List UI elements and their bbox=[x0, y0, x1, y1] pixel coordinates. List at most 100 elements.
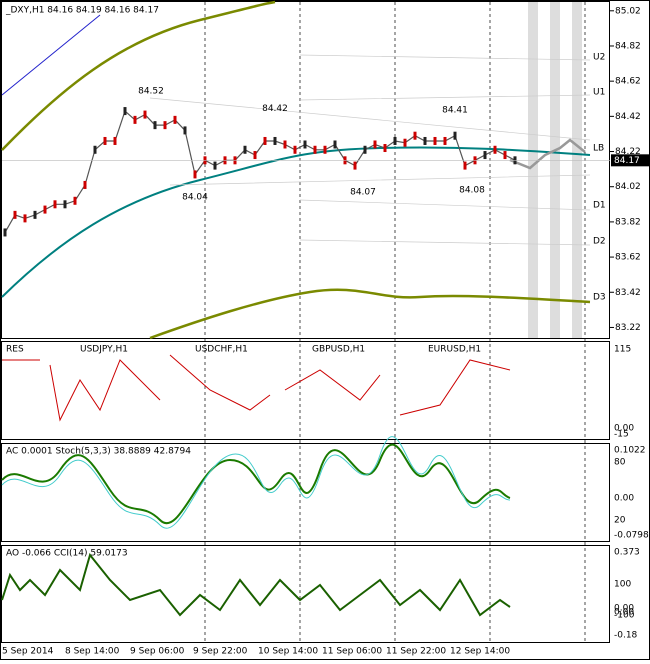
price-annotation: 84.08 bbox=[459, 186, 485, 196]
y-tick-label: 84.62 bbox=[615, 77, 641, 87]
price-bar bbox=[273, 136, 277, 145]
price-annotation: 84.04 bbox=[182, 193, 208, 203]
price-bar bbox=[263, 136, 267, 145]
y-tick-label: 84.22 bbox=[615, 147, 641, 157]
price-bar bbox=[493, 145, 497, 154]
y-tick-label: 83.42 bbox=[615, 288, 641, 298]
price-bar bbox=[93, 145, 97, 154]
price-bar bbox=[503, 151, 507, 160]
price-bar bbox=[113, 136, 117, 145]
price-bar bbox=[453, 131, 457, 140]
x-label: 8 Sep 14:00 bbox=[65, 647, 120, 657]
price-bar bbox=[303, 140, 307, 149]
price-annotation: 84.07 bbox=[350, 187, 376, 197]
price-bar bbox=[183, 126, 187, 135]
price-bar bbox=[443, 136, 447, 145]
price-bar bbox=[23, 214, 27, 223]
pane-axis-label: 20 bbox=[614, 516, 626, 526]
x-label: 11 Sep 06:00 bbox=[322, 647, 382, 657]
level-label: U2 bbox=[593, 53, 605, 63]
header: _DXY,H1 84.16 84.19 84.16 84.17 bbox=[5, 6, 159, 16]
price-annotation: 84.42 bbox=[262, 104, 288, 114]
y-tick-label: 84.82 bbox=[615, 41, 641, 51]
pane-title: USDCHF,H1 bbox=[195, 345, 248, 355]
price-bar bbox=[393, 136, 397, 145]
pane-title: AC 0.0001 Stoch(5,3,3) 38.8889 42.8794 bbox=[6, 447, 191, 457]
price-bar bbox=[193, 170, 197, 179]
price-bar bbox=[53, 200, 57, 209]
price-bar bbox=[363, 145, 367, 154]
price-bar bbox=[373, 140, 377, 149]
pane-title: USDJPY,H1 bbox=[80, 345, 128, 355]
price-bar bbox=[413, 131, 417, 140]
price-bar bbox=[243, 145, 247, 154]
pane-axis-label: 0.1022 bbox=[614, 446, 646, 456]
pane-axis-label: 115 bbox=[614, 345, 631, 355]
pane-axis-label: -0.0798 bbox=[614, 531, 649, 541]
price-bar bbox=[313, 145, 317, 154]
time-dividers bbox=[204, 2, 586, 643]
price-bar bbox=[253, 151, 257, 160]
price-bar bbox=[173, 115, 177, 124]
price-bar bbox=[3, 228, 7, 237]
pane-axis-label: -15 bbox=[614, 430, 629, 440]
price-bar bbox=[283, 140, 287, 149]
pane-axis-label: 100 bbox=[614, 580, 631, 590]
price-bar bbox=[153, 121, 157, 130]
x-label: 9 Sep 22:00 bbox=[193, 647, 248, 657]
y-tick-label: 84.42 bbox=[615, 112, 641, 122]
pane-axis-label: 0.373 bbox=[614, 548, 640, 558]
price-annotation: 84.52 bbox=[138, 86, 164, 96]
y-tick-label: 84.02 bbox=[615, 182, 641, 192]
pane-title: EURUSD,H1 bbox=[428, 345, 481, 355]
price-bar bbox=[483, 151, 487, 160]
price-bar bbox=[123, 107, 127, 116]
pane-axis-label: -100 bbox=[614, 611, 635, 621]
x-label: 9 Sep 06:00 bbox=[130, 647, 185, 657]
pane-axis-label: -0.18 bbox=[614, 631, 638, 641]
pane-title: RES bbox=[6, 345, 24, 355]
price-bar bbox=[463, 161, 467, 170]
price-bar bbox=[433, 136, 437, 145]
indicator-lines bbox=[1, 354, 511, 617]
price-bar bbox=[383, 144, 387, 153]
price-annotation: 84.41 bbox=[442, 106, 468, 116]
pane-title: AO -0.066 CCI(14) 59.0173 bbox=[6, 549, 128, 559]
level-label: D1 bbox=[593, 201, 606, 211]
price-bar bbox=[143, 110, 147, 119]
last-price-label: 84.17 bbox=[614, 156, 640, 166]
y-tick-label: 83.22 bbox=[615, 323, 641, 333]
price-bar bbox=[73, 196, 77, 205]
price-bar bbox=[213, 161, 217, 170]
price-bar bbox=[333, 140, 337, 149]
price-bar bbox=[293, 145, 297, 154]
x-label: 5 Sep 2014 bbox=[2, 647, 54, 657]
price-bar bbox=[353, 161, 357, 170]
price-bar bbox=[403, 138, 407, 147]
pane-axis-label: 0.00 bbox=[614, 494, 634, 504]
y-tick-label: 83.82 bbox=[615, 217, 641, 227]
level-label: D2 bbox=[593, 237, 606, 247]
future-shading bbox=[528, 2, 582, 338]
price-bar bbox=[33, 210, 37, 219]
pane-axis-label: 80 bbox=[614, 458, 626, 468]
x-label: 10 Sep 14:00 bbox=[258, 647, 318, 657]
x-label: 11 Sep 22:00 bbox=[386, 647, 446, 657]
level-label: LB bbox=[593, 144, 604, 154]
price-line bbox=[4, 110, 516, 233]
price-bar bbox=[133, 115, 137, 124]
pane-axis-label: 0.00 bbox=[614, 604, 634, 614]
price-bar bbox=[423, 136, 427, 145]
x-label: 12 Sep 14:00 bbox=[450, 647, 510, 657]
pane-borders bbox=[1, 1, 610, 643]
price-bar bbox=[63, 200, 67, 209]
price-bar bbox=[323, 145, 327, 154]
pane-axis-label: 0.00 bbox=[614, 608, 634, 618]
price-bar bbox=[83, 180, 87, 189]
level-label: U1 bbox=[593, 88, 605, 98]
level-label: D3 bbox=[593, 293, 606, 303]
pane-title: GBPUSD,H1 bbox=[312, 345, 365, 355]
price-bar bbox=[103, 136, 107, 145]
